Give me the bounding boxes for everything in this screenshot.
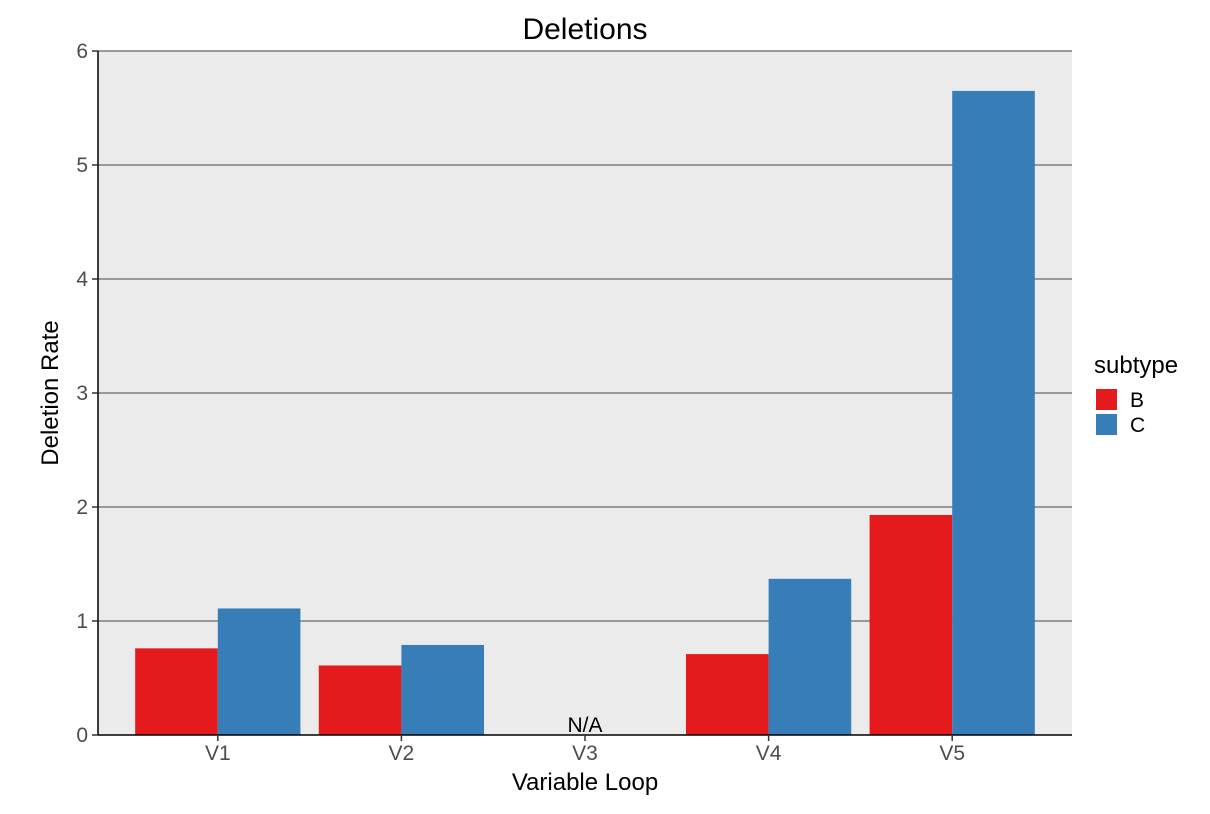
bar-C-V5 <box>952 90 1035 735</box>
legend: subtype BC <box>1094 352 1178 437</box>
y-tick-label: 4 <box>76 268 88 291</box>
y-tick-label: 3 <box>76 382 88 405</box>
bar-B-V2 <box>318 665 402 735</box>
bar-C-V1 <box>217 608 301 735</box>
y-tick-label: 2 <box>76 496 88 519</box>
y-axis-title: Deletion Rate <box>37 320 64 465</box>
y-tick-label: 1 <box>76 610 88 633</box>
legend-label-C: C <box>1130 414 1145 437</box>
legend-swatch-C <box>1096 414 1117 435</box>
x-tick-label: V3 <box>572 742 598 765</box>
x-tick-label: V5 <box>939 742 965 765</box>
annotations: N/A <box>567 714 602 737</box>
bar-B-V4 <box>685 654 769 735</box>
annotation-na: N/A <box>567 714 602 737</box>
x-axis-title: Variable Loop <box>512 769 658 796</box>
chart-title: Deletions <box>522 13 647 46</box>
legend-title: subtype <box>1094 352 1178 379</box>
legend-label-B: B <box>1130 389 1144 412</box>
bar-B-V1 <box>135 648 218 735</box>
legend-swatch-B <box>1096 389 1117 410</box>
bar-C-V4 <box>768 578 852 735</box>
x-axis-ticks: V1 V2 V3 V4 V5 <box>205 735 965 765</box>
bar-B-V5 <box>869 514 953 735</box>
bar-C-V2 <box>401 644 485 735</box>
legend-items: BC <box>1096 389 1145 437</box>
x-tick-label: V1 <box>205 742 231 765</box>
y-tick-label: 6 <box>76 40 88 63</box>
y-tick-label: 5 <box>76 154 88 177</box>
y-axis-ticks: 0 1 2 3 4 5 6 <box>76 40 98 747</box>
y-tick-label: 0 <box>76 724 88 747</box>
bars <box>135 90 1035 735</box>
x-tick-label: V2 <box>389 742 415 765</box>
x-tick-label: V4 <box>756 742 782 765</box>
